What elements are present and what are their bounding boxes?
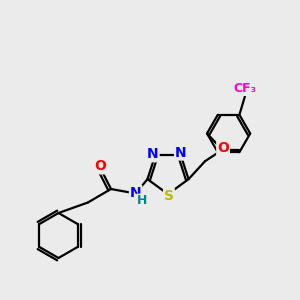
Text: N: N	[130, 186, 141, 200]
Text: S: S	[164, 189, 174, 202]
Text: O: O	[217, 141, 229, 155]
Text: N: N	[147, 147, 159, 161]
Text: O: O	[94, 160, 106, 173]
Text: N: N	[175, 146, 187, 160]
Text: H: H	[137, 194, 147, 208]
Text: CF₃: CF₃	[234, 82, 257, 95]
